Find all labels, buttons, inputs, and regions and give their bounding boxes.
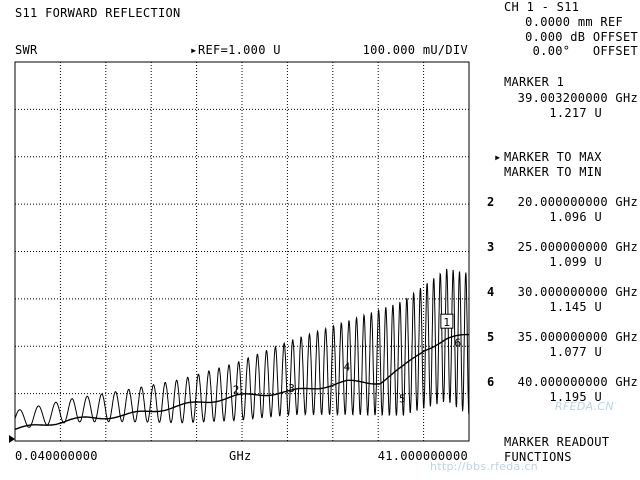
db-offset: 0.000 dB OFFSET [525,30,638,44]
watermark-url: http://bbs.rfeda.cn [430,460,538,473]
marker-number: 2 [487,195,495,209]
measurement-title: S11 FORWARD REFLECTION [15,6,181,20]
marker-readout-functions-softkey-line1[interactable]: MARKER READOUT [504,435,610,449]
marker-value: 1.096 U [549,210,602,224]
marker-readout-functions-softkey-line2[interactable]: FUNCTIONS [504,450,572,464]
marker-frequency: 35.000000000 GHz [517,330,638,344]
reference-level-arrow-icon [9,435,15,443]
marker-number: 6 [487,375,495,389]
channel-title: CH 1 - S11 [504,0,580,14]
marker-label-5: 5 [399,393,406,406]
start-frequency: 0.040000000 [15,449,98,463]
marker-value: 1.195 U [549,390,602,404]
marker-label-1: 1 [443,316,450,329]
reference-value: REF=1.000 U [198,43,281,57]
marker-frequency: 20.000000000 GHz [517,195,638,209]
swr-trace-smoothed [14,333,469,431]
active-marker-title: MARKER 1 [504,75,565,89]
reference-plane: 0.0000 mm REF [525,15,623,29]
softkey-selector-icon: ▸ [494,150,502,164]
stop-frequency: 41.000000000 [377,449,468,463]
marker-number: 5 [487,330,495,344]
marker-number: 4 [487,285,495,299]
active-marker-value: 1.217 U [549,106,602,120]
marker-frequency: 25.000000000 GHz [517,240,638,254]
marker-label-3: 3 [288,382,295,395]
marker-to-min-softkey[interactable]: MARKER TO MIN [504,165,602,179]
marker-label-2: 2 [233,384,240,397]
watermark-site: RFEDA.CN [555,400,614,413]
marker-frequency: 30.000000000 GHz [517,285,638,299]
swr-trace-oscillating [14,268,470,428]
marker-to-max-softkey[interactable]: MARKER TO MAX [504,150,602,164]
marker-label-6: 6 [454,337,461,350]
marker-1-box [440,313,454,329]
marker-value: 1.099 U [549,255,602,269]
marker-value: 1.077 U [549,345,602,359]
marker-frequency: 40.000000000 GHz [517,375,638,389]
scale-per-division: 100.000 mU/DIV [362,43,468,57]
marker-value: 1.145 U [549,300,602,314]
reference-indicator-icon: ▸ [190,43,198,57]
active-marker-frequency: 39.003200000 GHz [517,91,638,105]
phase-offset: 0.00° OFFSET [532,44,638,58]
marker-label-4: 4 [344,360,351,373]
format-label: SWR [15,43,38,57]
marker-number: 3 [487,240,495,254]
frequency-unit: GHz [229,449,252,463]
